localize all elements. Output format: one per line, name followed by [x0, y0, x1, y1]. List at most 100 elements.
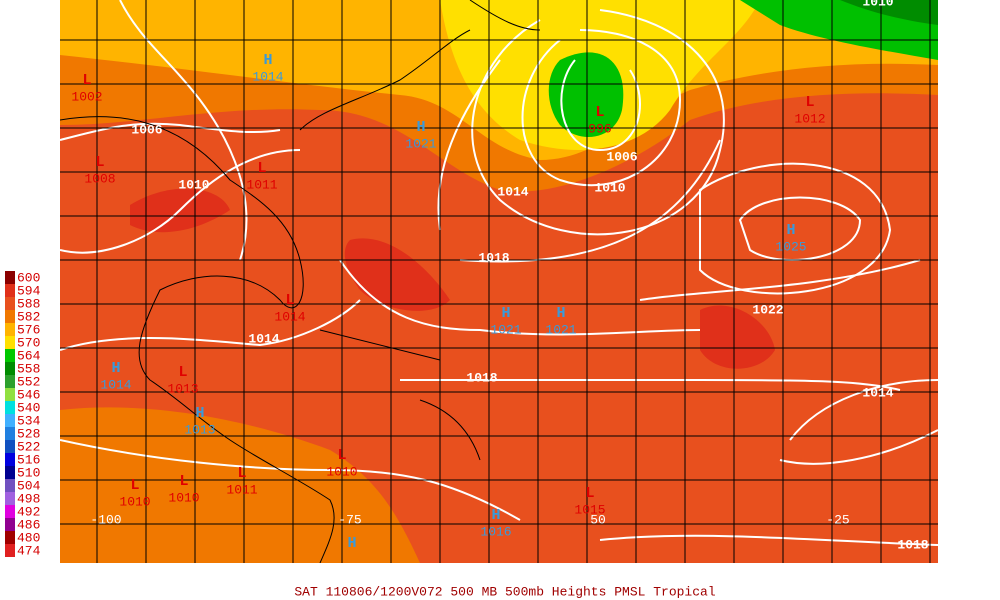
legend-swatch [5, 271, 15, 284]
legend-label: 582 [17, 309, 40, 324]
isobar-label: 1022 [752, 302, 783, 317]
legend-swatch [5, 336, 15, 349]
legend-swatch [5, 349, 15, 362]
isobar-label: 1018 [466, 370, 497, 385]
center-pressure: 1013 [167, 381, 198, 396]
legend-label: 492 [17, 504, 40, 519]
center-symbol: L [337, 447, 346, 464]
legend-swatch [5, 479, 15, 492]
legend-label: 498 [17, 491, 40, 506]
isobar-label: 1006 [131, 122, 162, 137]
center-symbol: L [595, 104, 604, 121]
lat-lon-grid [60, 0, 938, 563]
center-symbol: L [805, 94, 814, 111]
legend-swatch [5, 440, 15, 453]
center-pressure: 996 [588, 121, 611, 136]
legend-label: 480 [17, 530, 40, 545]
center-symbol: H [195, 405, 204, 422]
labels: L1002H1014H1021L996L1012L1008L1011H1025L… [71, 0, 928, 552]
center-symbol: H [491, 507, 500, 524]
legend-swatch [5, 284, 15, 297]
center-symbol: L [257, 160, 266, 177]
center-symbol: L [179, 473, 188, 490]
center-symbol: L [237, 465, 246, 482]
legend-label: 474 [17, 543, 41, 558]
center-symbol: H [263, 52, 272, 69]
center-pressure: 1002 [71, 89, 102, 104]
center-pressure: 1016 [480, 524, 511, 539]
legend-label: 504 [17, 478, 41, 493]
center-pressure: 1010 [119, 494, 150, 509]
field-564 [548, 52, 624, 137]
center-pressure: 1011 [226, 482, 257, 497]
center-symbol: L [285, 292, 294, 309]
legend-swatch [5, 323, 15, 336]
center-pressure: 1014 [100, 377, 131, 392]
longitude-label: -75 [338, 512, 361, 527]
legend-swatch [5, 518, 15, 531]
legend-swatch [5, 375, 15, 388]
center-symbol: H [111, 360, 120, 377]
isobar-label: 1010 [594, 180, 625, 195]
center-pressure: 1010 [168, 490, 199, 505]
center-symbol: H [416, 119, 425, 136]
legend-label: 528 [17, 426, 40, 441]
center-pressure: 1014 [252, 69, 283, 84]
legend-label: 588 [17, 296, 40, 311]
center-pressure: 1021 [490, 322, 521, 337]
legend-label: 534 [17, 413, 41, 428]
center-symbol: H [786, 222, 795, 239]
isobar-label: 1006 [606, 149, 637, 164]
legend-label: 540 [17, 400, 40, 415]
center-pressure: 1025 [775, 239, 806, 254]
legend-label: 516 [17, 452, 40, 467]
legend-swatch [5, 531, 15, 544]
legend-label: 570 [17, 335, 40, 350]
center-pressure: 1011 [246, 177, 277, 192]
coastlines [60, 0, 541, 563]
isobar-label: 1010 [178, 177, 209, 192]
center-pressure: 1010 [326, 464, 357, 479]
center-pressure: 1021 [405, 136, 436, 151]
field-558 [840, 0, 938, 25]
field-594-east [700, 305, 775, 369]
center-symbol: H [501, 305, 510, 322]
footer: SAT 110806/1200V072 500 MB 500mb Heights… [294, 584, 715, 599]
isobar-label: 1018 [478, 250, 509, 265]
center-symbol: H [347, 535, 356, 552]
longitude-label: -25 [826, 512, 849, 527]
legend-swatch [5, 453, 15, 466]
legend-swatch [5, 544, 15, 557]
legend-label: 486 [17, 517, 40, 532]
legend-label: 600 [17, 270, 40, 285]
center-symbol: L [130, 477, 139, 494]
legend-swatch [5, 297, 15, 310]
legend-swatch [5, 466, 15, 479]
center-symbol: L [82, 72, 91, 89]
legend-label: 510 [17, 465, 40, 480]
legend-swatch [5, 427, 15, 440]
center-symbol: H [556, 305, 565, 322]
isobar-label: 1010 [862, 0, 893, 9]
center-pressure: 1013 [184, 422, 215, 437]
legend-swatch [5, 310, 15, 323]
isobar-label: 1014 [248, 331, 279, 346]
height-fields [60, 0, 938, 563]
center-symbol: L [178, 364, 187, 381]
legend-swatch [5, 414, 15, 427]
legend-swatch [5, 492, 15, 505]
longitude-label: -100 [90, 512, 121, 527]
legend-label: 546 [17, 387, 40, 402]
legend-label: 558 [17, 361, 40, 376]
longitude-label: 50 [590, 512, 606, 527]
legend-swatch [5, 362, 15, 375]
legend-label: 576 [17, 322, 40, 337]
isobar-label: 1014 [497, 184, 528, 199]
legend-swatch [5, 388, 15, 401]
legend-label: 594 [17, 283, 41, 298]
center-pressure: 1008 [84, 171, 115, 186]
isobar-label: 1014 [862, 385, 893, 400]
center-pressure: 1012 [794, 111, 825, 126]
